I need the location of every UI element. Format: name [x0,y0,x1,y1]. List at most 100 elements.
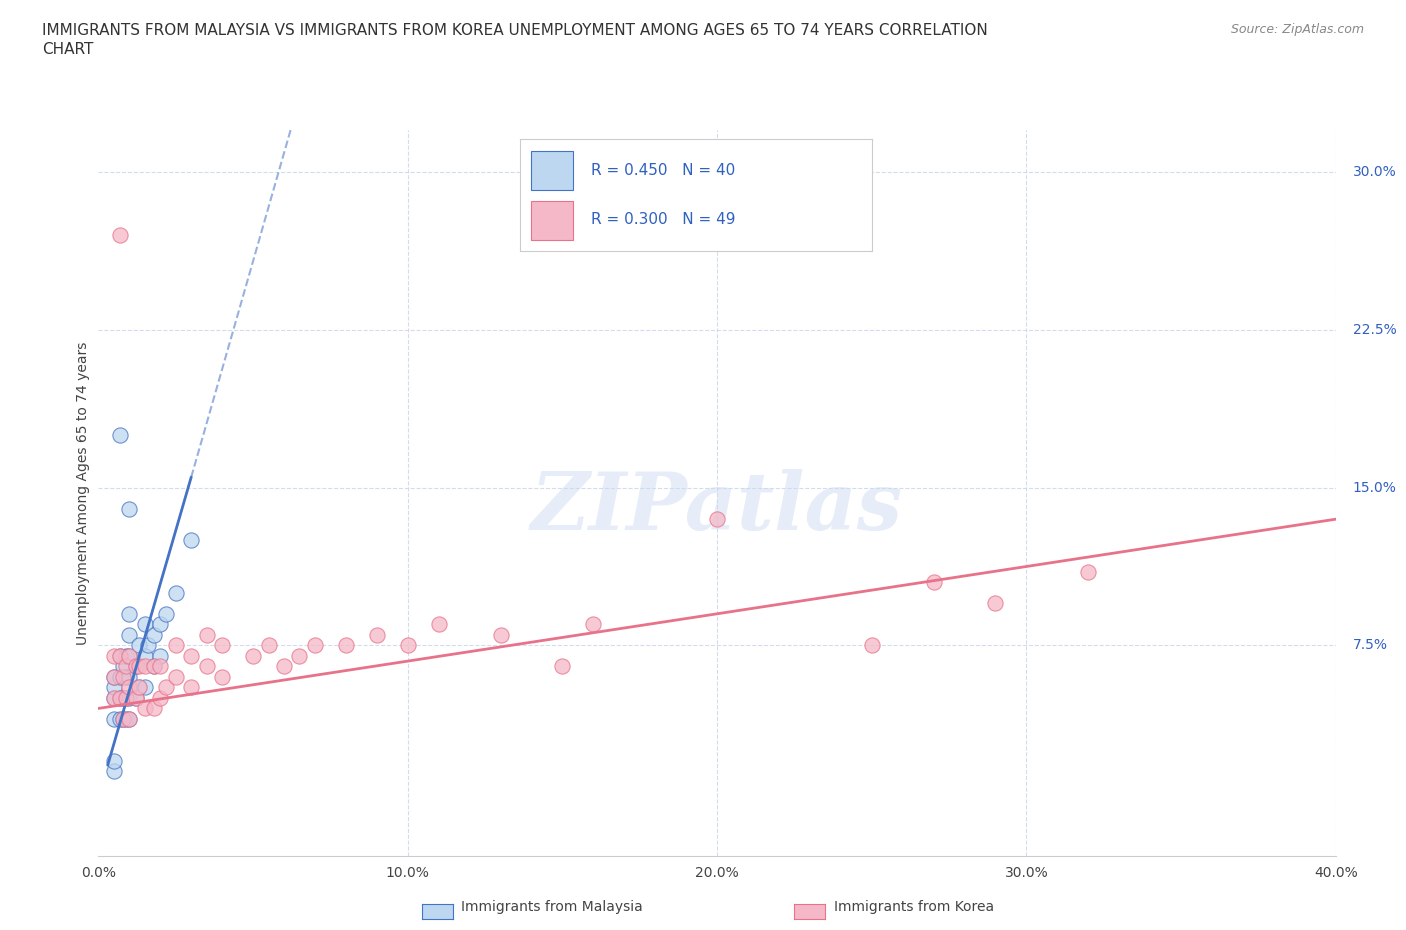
Point [124,659,146,674]
Point [115,690,138,705]
Point [211,670,233,684]
Point [108,648,131,663]
Point [143,659,166,674]
Point [118,648,141,663]
Point [108,690,131,705]
Point [112,690,135,705]
Point [118,670,141,684]
Point [860,638,883,653]
Point [242,648,264,663]
Point [149,617,172,631]
Text: CHART: CHART [42,42,94,57]
Text: R = 0.300   N = 49: R = 0.300 N = 49 [591,212,735,227]
Point [115,670,138,684]
Point [211,638,233,653]
Point [112,659,135,674]
Point [124,690,146,705]
Point [118,606,141,621]
Point [922,575,945,590]
Text: 7.5%: 7.5% [1353,638,1388,652]
Point [118,711,141,726]
Point [155,606,177,621]
Point [304,638,326,653]
Point [149,648,172,663]
Point [108,690,131,705]
Text: 15.0%: 15.0% [1353,481,1396,495]
Point [103,690,125,705]
Point [155,680,177,695]
Point [180,648,202,663]
Point [118,501,141,516]
Point [134,617,156,631]
Text: Immigrants from Malaysia: Immigrants from Malaysia [461,899,643,914]
Point [118,680,141,695]
Point [128,680,150,695]
Point [143,701,166,716]
Point [134,648,156,663]
Y-axis label: Unemployment Among Ages 65 to 74 years: Unemployment Among Ages 65 to 74 years [76,341,90,644]
Text: 22.5%: 22.5% [1353,323,1396,337]
Point [180,533,202,548]
Point [143,659,166,674]
Point [128,680,150,695]
Point [134,659,156,674]
Point [115,659,138,674]
Point [165,638,187,653]
Point [108,670,131,684]
Text: Immigrants from Korea: Immigrants from Korea [834,899,994,914]
Point [149,659,172,674]
Point [118,648,141,663]
Point [180,680,202,695]
Point [582,617,605,631]
Text: Source: ZipAtlas.com: Source: ZipAtlas.com [1230,23,1364,36]
Point [108,711,131,726]
Point [108,648,131,663]
Point [396,638,419,653]
Point [489,628,512,643]
Point [706,512,728,526]
Text: R = 0.450   N = 40: R = 0.450 N = 40 [591,164,735,179]
Point [366,628,388,643]
Point [108,428,131,443]
Point [103,670,125,684]
Point [195,659,218,674]
Point [103,764,125,779]
Point [115,648,138,663]
Point [124,690,146,705]
Point [108,228,131,243]
Point [165,585,187,600]
Point [112,711,135,726]
FancyBboxPatch shape [531,201,574,240]
Text: 30.0%: 30.0% [1353,166,1396,179]
Point [128,638,150,653]
Point [288,648,311,663]
Point [115,690,138,705]
Point [124,659,146,674]
Point [335,638,357,653]
Point [143,628,166,643]
Point [103,670,125,684]
Point [149,690,172,705]
Point [134,701,156,716]
Point [984,596,1007,611]
Point [427,617,450,631]
Point [103,690,125,705]
Text: IMMIGRANTS FROM MALAYSIA VS IMMIGRANTS FROM KOREA UNEMPLOYMENT AMONG AGES 65 TO : IMMIGRANTS FROM MALAYSIA VS IMMIGRANTS F… [42,23,988,38]
Point [118,690,141,705]
Point [195,628,218,643]
Point [112,670,135,684]
Point [103,648,125,663]
Point [128,659,150,674]
Point [103,680,125,695]
Point [551,659,574,674]
FancyBboxPatch shape [531,151,574,190]
Point [134,680,156,695]
Point [115,711,138,726]
Point [165,670,187,684]
Point [273,659,295,674]
Point [112,711,135,726]
Point [136,638,159,653]
Point [103,711,125,726]
Text: ZIPatlas: ZIPatlas [531,469,903,546]
Point [257,638,280,653]
